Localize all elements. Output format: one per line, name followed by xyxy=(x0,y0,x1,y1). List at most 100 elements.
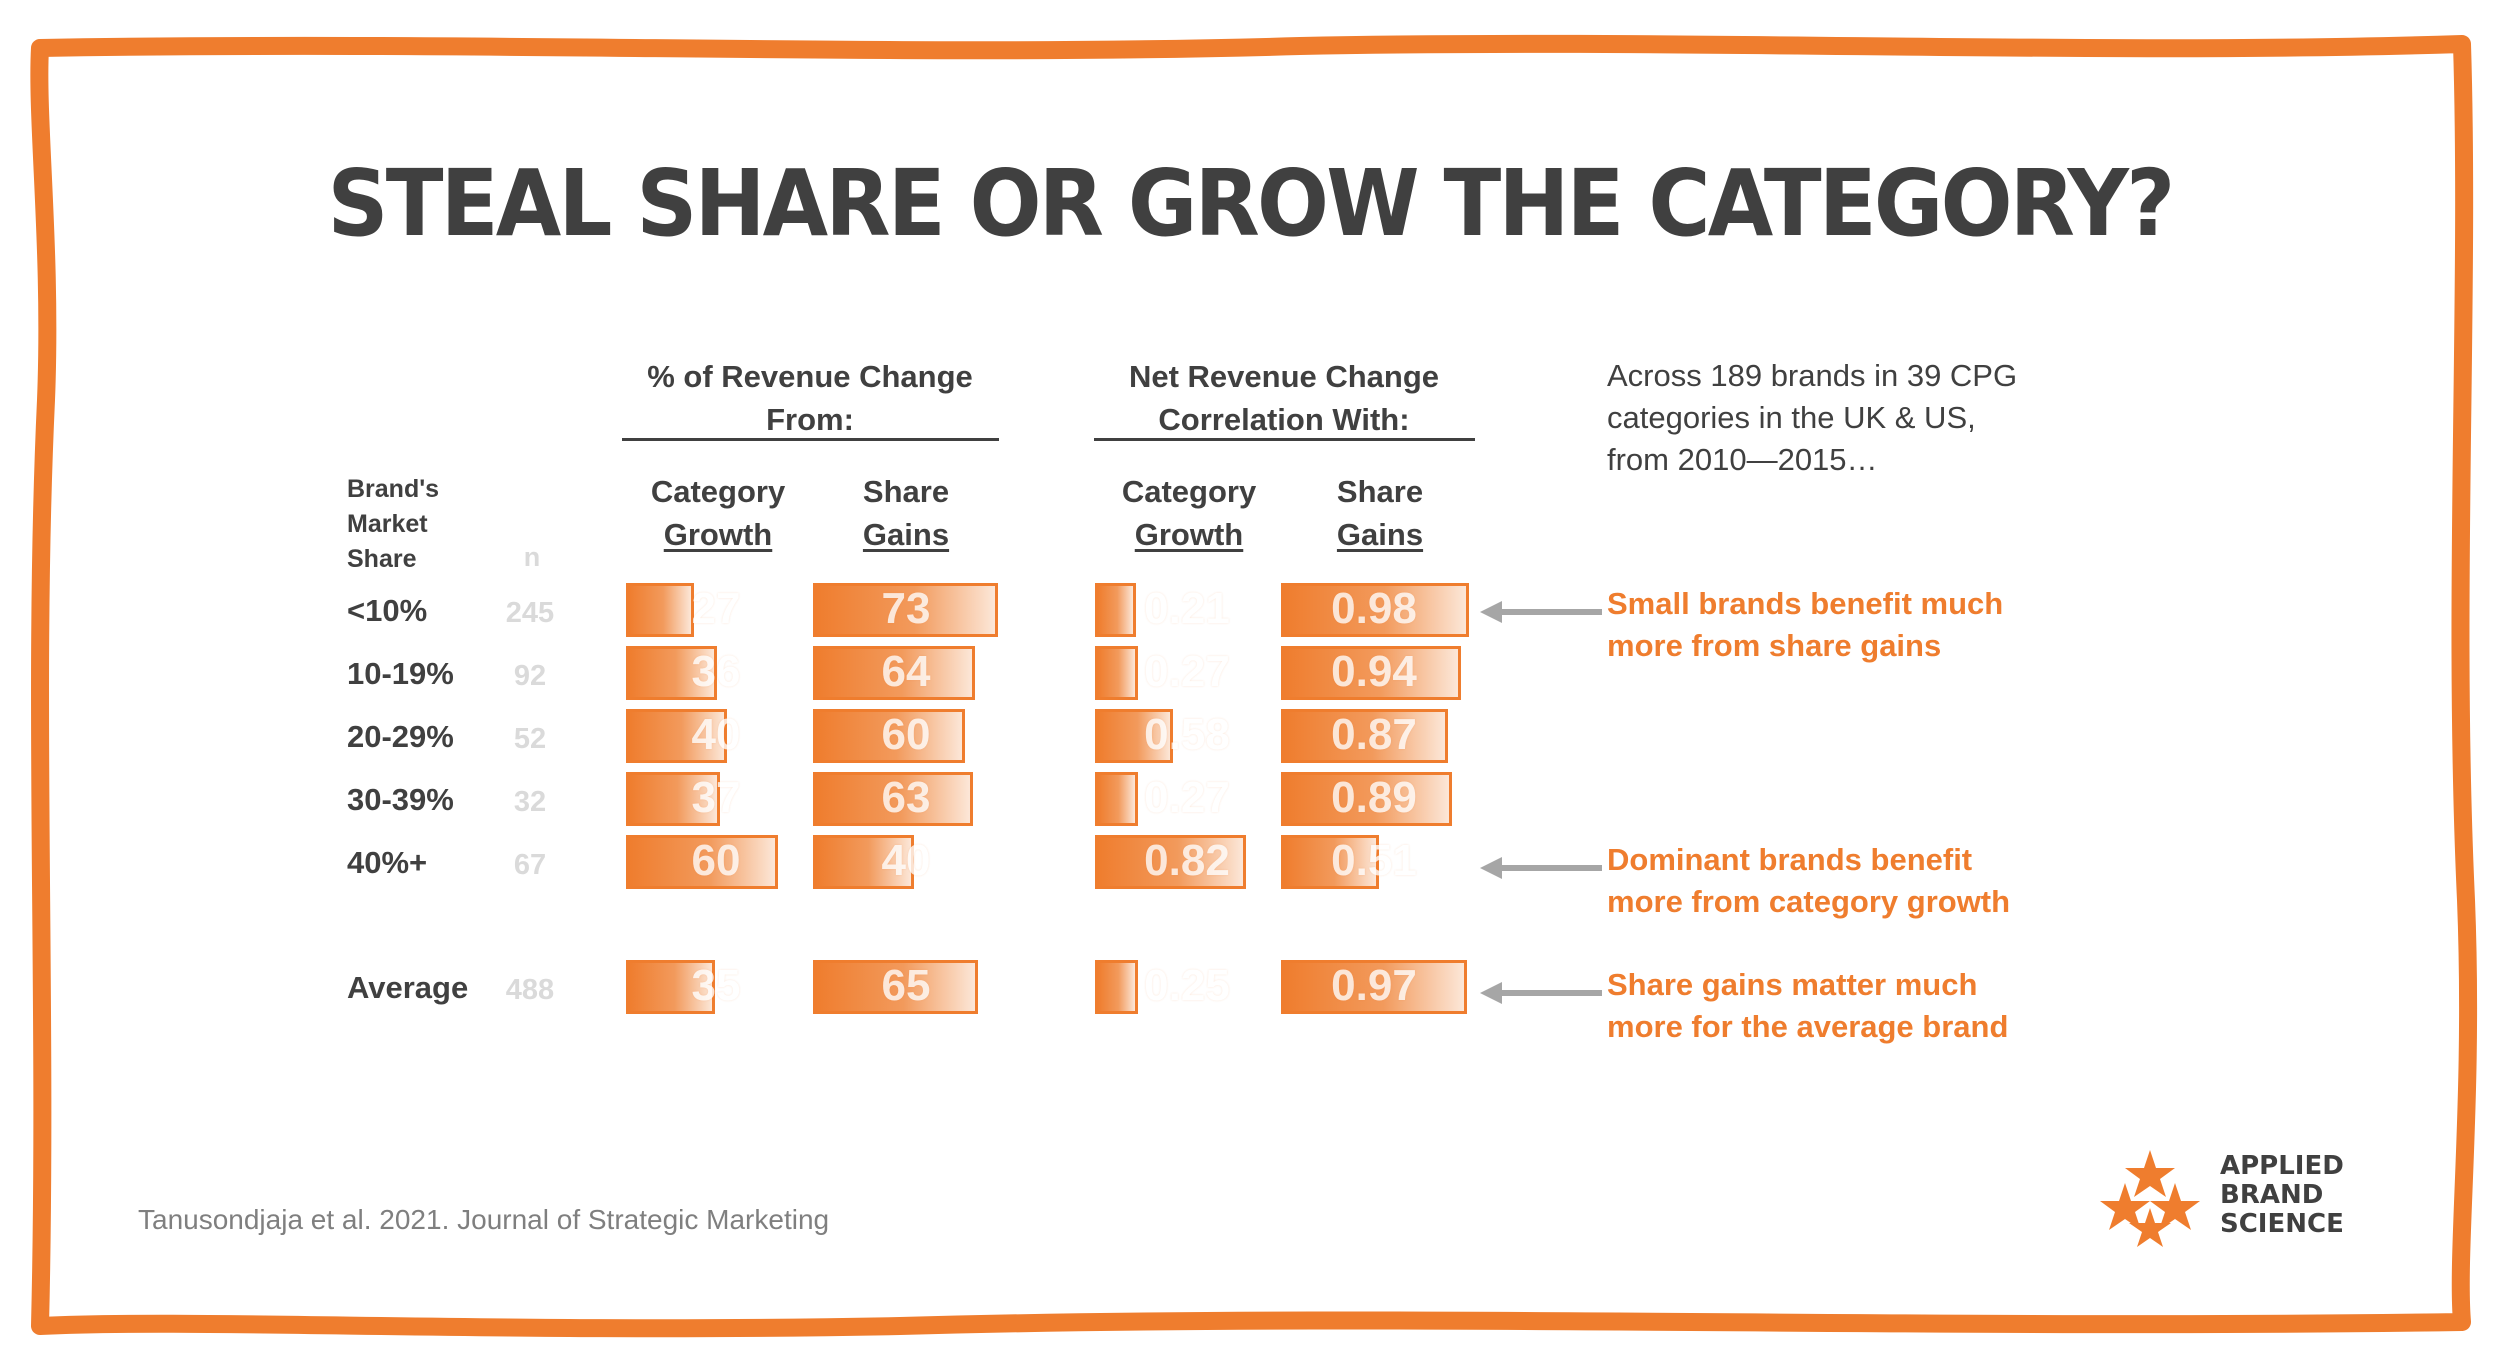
bar-corr-category xyxy=(1095,772,1138,826)
left-arrow-icon xyxy=(1480,982,1602,1004)
value-rev-category: 35 xyxy=(691,961,741,1010)
col-header-corr-share: Share Gains xyxy=(1260,470,1500,556)
stars-logo-icon xyxy=(2100,1150,2200,1247)
value-rev-share: 64 xyxy=(881,647,931,696)
group-header-revenue-line1: % of Revenue Change xyxy=(647,359,973,394)
callout-line2: more from share gains xyxy=(1607,628,1942,663)
group-header-revenue-line2: From: xyxy=(766,402,854,437)
bar-rev-category xyxy=(626,835,778,889)
col-header-corr-category: Category Growth xyxy=(1069,470,1309,556)
bar-corr-category xyxy=(1095,960,1138,1014)
bar-corr-share xyxy=(1281,960,1467,1014)
value-rev-share: 60 xyxy=(881,710,931,759)
callout-line1: Share gains matter much xyxy=(1607,967,1978,1002)
bar-corr-share xyxy=(1281,835,1379,889)
col-header-corr-category-line1: Category xyxy=(1121,474,1257,509)
left-arrow-icon xyxy=(1480,857,1602,879)
value-rev-category: 27 xyxy=(691,584,741,633)
n-value: 52 xyxy=(513,723,547,755)
row-header-line1: Brand's xyxy=(347,475,440,503)
value-rev-share: 73 xyxy=(881,584,931,633)
bar-rev-share xyxy=(813,772,973,826)
logo-text: APPLIED BRAND SCIENCE xyxy=(2220,1152,2344,1239)
col-header-corr-category-line2: Growth xyxy=(1134,517,1244,552)
bar-corr-share xyxy=(1281,772,1452,826)
row-label: 20-29% xyxy=(347,719,454,754)
n-value: 245 xyxy=(505,597,555,629)
page-title: STEAL SHARE OR GROW THE CATEGORY? xyxy=(327,150,2176,257)
logo-text-line3: SCIENCE xyxy=(2220,1209,2344,1239)
value-corr-category: 0.25 xyxy=(1144,961,1230,1010)
callout-line2: more from category growth xyxy=(1607,884,2011,919)
callout-line2: more for the average brand xyxy=(1607,1009,2009,1044)
callout-text: Dominant brands benefit more from categor… xyxy=(1607,839,2047,923)
col-header-corr-share-line1: Share xyxy=(1336,474,1424,509)
group-rule-correlation xyxy=(1094,438,1475,441)
bar-corr-category xyxy=(1095,835,1246,889)
value-corr-share: 0.87 xyxy=(1331,710,1417,759)
bar-rev-category xyxy=(626,646,717,700)
row-label: 10-19% xyxy=(347,656,454,691)
value-corr-category: 0.82 xyxy=(1144,836,1230,885)
bar-rev-category xyxy=(626,772,720,826)
col-header-rev-share-line1: Share xyxy=(862,474,950,509)
callout-text: Share gains matter much more for the aver… xyxy=(1607,964,2047,1048)
value-corr-category: 0.27 xyxy=(1144,647,1230,696)
value-corr-share: 0.94 xyxy=(1331,647,1417,696)
bar-corr-category xyxy=(1095,646,1138,700)
callout-line1: Small brands benefit much xyxy=(1607,586,2004,621)
value-corr-share: 0.51 xyxy=(1331,836,1417,885)
study-note-line1: Across 189 brands in 39 CPG xyxy=(1607,358,2018,393)
bar-rev-category xyxy=(626,709,727,763)
value-rev-category: 60 xyxy=(691,836,741,885)
col-header-corr-share-line2: Gains xyxy=(1336,517,1424,552)
n-value: 488 xyxy=(505,974,555,1006)
bar-corr-category xyxy=(1095,709,1173,763)
value-corr-share: 0.89 xyxy=(1331,773,1417,822)
bar-corr-category xyxy=(1095,583,1136,637)
callout-text: Small brands benefit much more from share… xyxy=(1607,583,2047,667)
study-note-line3: from 2010—2015… xyxy=(1607,442,1878,477)
value-rev-category: 37 xyxy=(691,773,741,822)
group-header-revenue: % of Revenue Change From: xyxy=(600,355,1020,441)
logo-text-line2: BRAND xyxy=(2220,1180,2324,1210)
source-citation: Tanusondjaja et al. 2021. Journal of Str… xyxy=(138,1204,830,1235)
value-rev-share: 40 xyxy=(881,836,931,885)
col-header-rev-share: Share Gains xyxy=(786,470,1026,556)
logo-text-line1: APPLIED xyxy=(2220,1151,2344,1181)
n-column-header: n xyxy=(523,542,541,572)
bar-rev-share xyxy=(813,583,998,637)
study-note: Across 189 brands in 39 CPG categories i… xyxy=(1607,355,2087,481)
n-value: 32 xyxy=(513,786,547,818)
row-header: Brand's Market Share xyxy=(347,472,439,577)
value-corr-share: 0.97 xyxy=(1331,961,1417,1010)
col-header-rev-share-line2: Gains xyxy=(862,517,950,552)
row-label: Average xyxy=(347,970,469,1005)
value-rev-category: 40 xyxy=(691,710,741,759)
n-value: 92 xyxy=(513,660,547,692)
group-rule-revenue xyxy=(622,438,999,441)
value-rev-share: 63 xyxy=(881,773,931,822)
group-header-correlation-line1: Net Revenue Change xyxy=(1128,359,1440,394)
value-corr-category: 0.58 xyxy=(1144,710,1230,759)
row-label: 40%+ xyxy=(347,845,428,880)
bar-rev-share xyxy=(813,960,978,1014)
group-header-correlation: Net Revenue Change Correlation With: xyxy=(1074,355,1494,441)
bar-rev-share xyxy=(813,709,965,763)
col-header-rev-category-line1: Category xyxy=(650,474,786,509)
bar-rev-share xyxy=(813,646,975,700)
col-header-rev-category: Category Growth xyxy=(598,470,838,556)
n-value: 67 xyxy=(513,849,547,881)
bar-corr-share xyxy=(1281,709,1448,763)
bar-corr-share xyxy=(1281,583,1469,637)
bar-rev-share xyxy=(813,835,914,889)
bar-corr-share xyxy=(1281,646,1461,700)
value-corr-category: 0.27 xyxy=(1144,773,1230,822)
bar-rev-category xyxy=(626,960,715,1014)
value-corr-share: 0.98 xyxy=(1331,584,1417,633)
row-header-line3: Share xyxy=(347,545,417,573)
row-label: <10% xyxy=(347,593,428,628)
col-header-rev-category-line2: Growth xyxy=(663,517,773,552)
callout-line1: Dominant brands benefit xyxy=(1607,842,1973,877)
value-corr-category: 0.21 xyxy=(1144,584,1230,633)
